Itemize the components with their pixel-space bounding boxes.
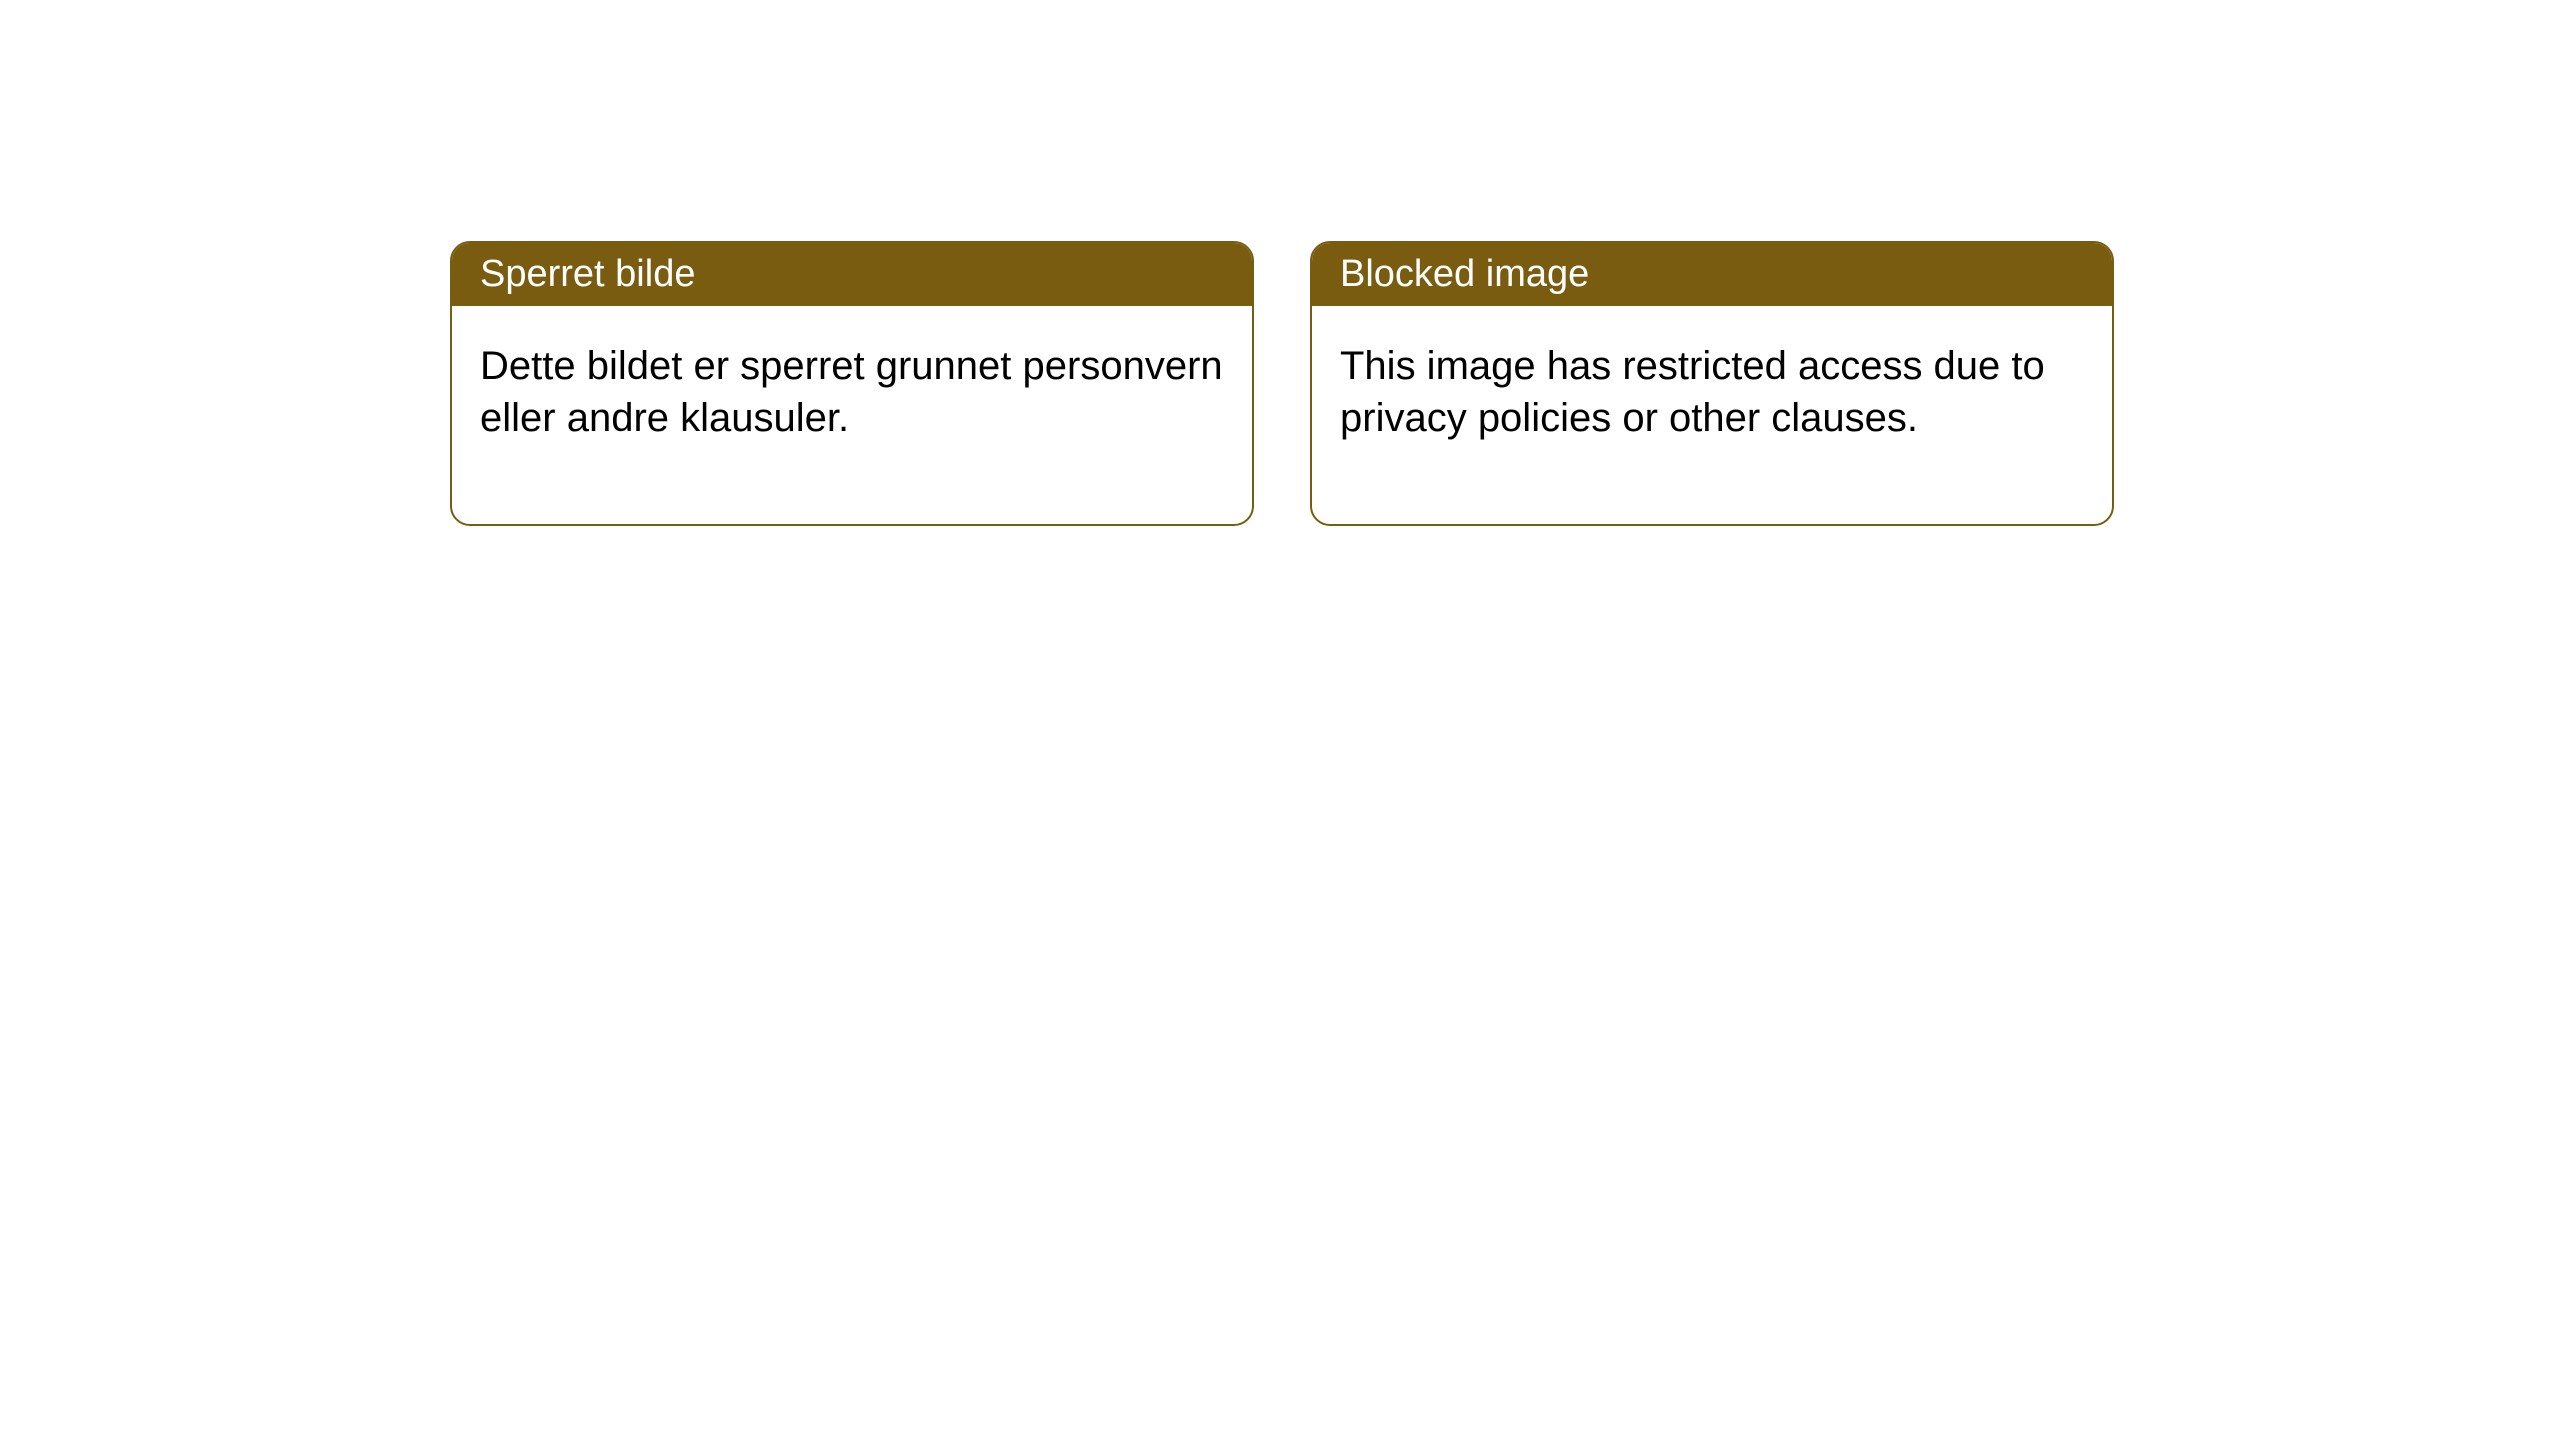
card-header-text: Blocked image [1340,253,1589,295]
notice-card-norwegian: Sperret bilde Dette bildet er sperret gr… [450,241,1254,526]
card-header-text: Sperret bilde [480,253,695,295]
notice-cards-container: Sperret bilde Dette bildet er sperret gr… [450,241,2114,526]
card-body-text: Dette bildet er sperret grunnet personve… [480,344,1223,440]
card-body: Dette bildet er sperret grunnet personve… [452,306,1252,524]
card-header: Sperret bilde [452,243,1252,306]
card-header: Blocked image [1312,243,2112,306]
card-body: This image has restricted access due to … [1312,306,2112,524]
card-body-text: This image has restricted access due to … [1340,344,2045,440]
notice-card-english: Blocked image This image has restricted … [1310,241,2114,526]
